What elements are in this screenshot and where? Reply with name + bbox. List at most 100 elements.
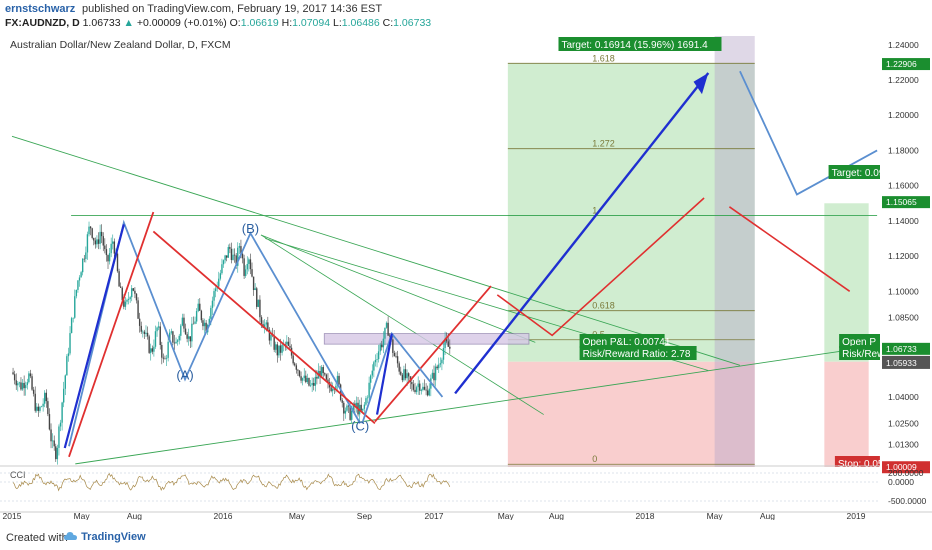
candle-body xyxy=(268,329,271,341)
candle-body xyxy=(355,402,358,408)
candle-body xyxy=(319,370,321,377)
candle-body xyxy=(94,240,97,245)
candle-body xyxy=(64,375,66,389)
open2-label-bg xyxy=(839,334,883,348)
x-tick-9: 2018 xyxy=(636,511,655,520)
risk-reward-label: Risk/Reward Ratio: 2.78 xyxy=(583,349,691,360)
target-label-bg xyxy=(558,37,722,51)
red-wave-down-1 xyxy=(152,230,376,425)
tradingview-logo[interactable]: TradingView xyxy=(64,531,146,543)
tradingview-brand: TradingView xyxy=(81,531,146,543)
candle-body xyxy=(89,226,92,229)
candle-body xyxy=(240,246,242,254)
candle-body xyxy=(344,410,347,414)
candle-body xyxy=(396,356,399,364)
candle-body xyxy=(287,341,290,346)
candle-body xyxy=(248,259,250,264)
candle-body xyxy=(88,226,90,235)
chart-title: Australian Dollar/New Zealand Dollar, D,… xyxy=(10,39,231,51)
candle-body xyxy=(381,344,383,348)
blue-impulse-small xyxy=(375,333,393,415)
x-tick-3: 2016 xyxy=(214,511,233,520)
candle-body xyxy=(31,376,33,390)
candle-body xyxy=(292,355,294,364)
candle-body xyxy=(135,293,138,301)
candle-body xyxy=(105,249,108,256)
price-badge-0: 1.22906 xyxy=(886,59,917,69)
candle-body xyxy=(20,382,22,390)
red-projection-down xyxy=(728,206,851,292)
x-tick-12: 2019 xyxy=(847,511,866,520)
time-highlight-zone xyxy=(714,36,755,475)
candle-body xyxy=(330,387,332,392)
candle-body xyxy=(97,239,100,244)
candle-body xyxy=(279,345,282,353)
long-downtrend-line xyxy=(11,135,741,366)
candle-body xyxy=(153,346,155,352)
candle-body xyxy=(336,375,339,386)
candle-body xyxy=(346,405,348,411)
candle-body xyxy=(13,374,16,381)
x-tick-6: 2017 xyxy=(425,511,444,520)
resistance-box xyxy=(323,333,530,345)
x-tick-10: May xyxy=(707,511,724,520)
candle-body xyxy=(422,386,424,390)
candle-body xyxy=(371,370,373,376)
candle-body xyxy=(183,317,185,329)
candle-body xyxy=(26,382,28,386)
candle-body xyxy=(276,344,279,356)
candle-body xyxy=(316,376,318,379)
candle-body xyxy=(96,239,98,245)
price-badge-1: 1.15065 xyxy=(886,197,917,207)
candle-body xyxy=(129,297,131,300)
x-tick-5: Sep xyxy=(357,511,372,520)
cci-tick-0: 200.0000 xyxy=(888,468,924,478)
candle-body xyxy=(259,299,261,318)
candle-body xyxy=(308,377,310,386)
candle-body xyxy=(297,369,299,371)
candle-body xyxy=(77,280,79,290)
price-axis-bg xyxy=(880,30,932,520)
price-badge-bg-1 xyxy=(882,196,930,209)
red-wave-up-2 xyxy=(374,285,492,423)
candle-body xyxy=(265,322,267,325)
cloud-icon xyxy=(64,532,77,540)
candle-body xyxy=(161,344,163,358)
candle-body xyxy=(431,372,434,379)
candle-body xyxy=(246,263,248,270)
candle-body xyxy=(194,321,196,324)
candle-body xyxy=(379,344,381,352)
candle-body xyxy=(368,382,370,398)
candle-body xyxy=(21,382,24,390)
candle-body xyxy=(44,392,46,404)
open-value: 1.06619 xyxy=(240,17,279,29)
rr2-label-bg xyxy=(839,346,883,360)
candle-body xyxy=(108,253,111,262)
cci-tick-2: -500.0000 xyxy=(888,496,927,506)
candle-body xyxy=(428,388,430,396)
candle-body xyxy=(42,403,44,407)
candle-body xyxy=(12,372,14,375)
candle-body xyxy=(403,369,405,381)
price-badge-bg-2 xyxy=(882,342,930,355)
candle-body xyxy=(157,326,160,328)
open2-label: Open P xyxy=(842,337,876,348)
candle-body xyxy=(225,255,228,258)
candle-body xyxy=(150,348,152,353)
blue-wave-path xyxy=(68,219,361,447)
candle-body xyxy=(324,373,326,375)
candle-body xyxy=(86,234,89,253)
y-tick-12: 1.02500 xyxy=(888,418,919,428)
candle-body xyxy=(51,440,54,442)
candle-body xyxy=(325,374,328,380)
author-link[interactable]: ernstschwarz xyxy=(5,3,76,15)
symbol-label[interactable]: FX:AUDNZD, D xyxy=(5,17,80,29)
candle-body xyxy=(267,322,269,330)
target2-label: Target: 0.091 xyxy=(832,168,891,179)
wave-label-2: (C) xyxy=(351,418,369,433)
candle-body xyxy=(343,402,345,414)
candle-body xyxy=(241,253,244,259)
candle-body xyxy=(439,363,442,365)
